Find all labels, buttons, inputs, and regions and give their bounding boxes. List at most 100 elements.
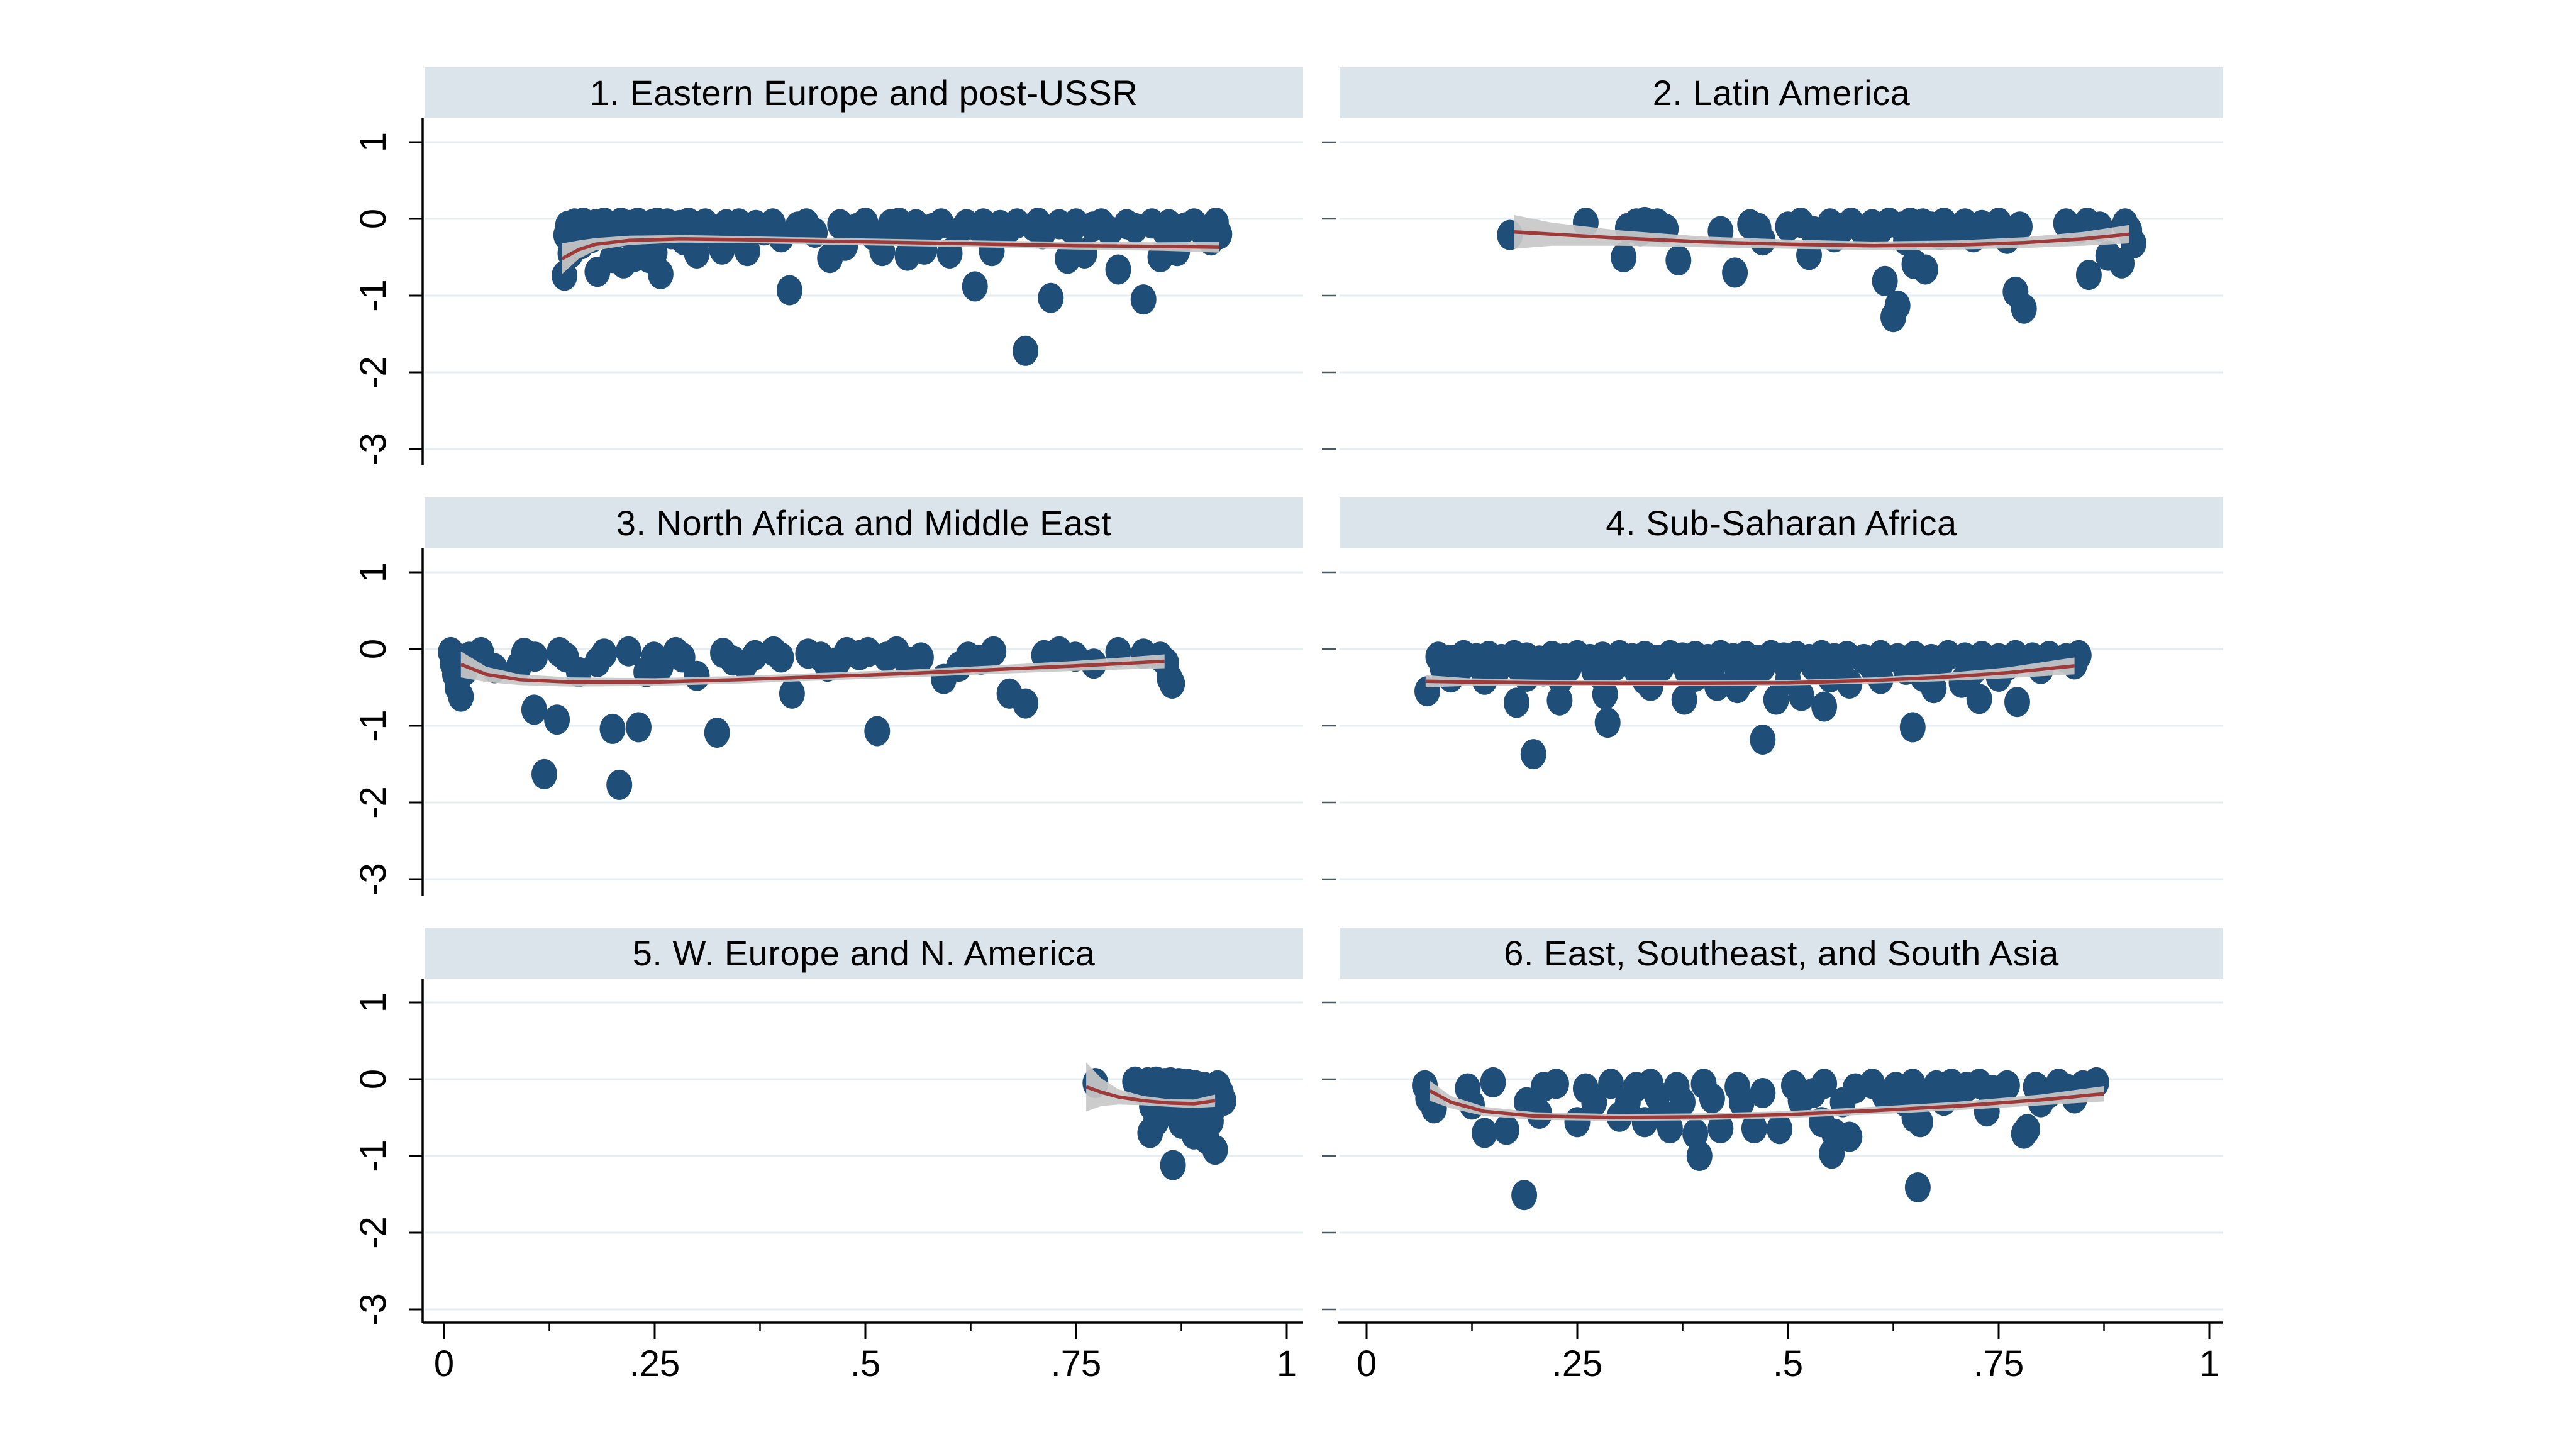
panel-title: 4. Sub-Saharan Africa xyxy=(1606,503,1957,543)
fit-line xyxy=(1429,1089,2104,1119)
data-point xyxy=(591,638,618,669)
panel-header: 5. W. Europe and N. America xyxy=(425,928,1303,979)
data-point xyxy=(1741,1113,1767,1144)
scatter-points xyxy=(1497,206,2146,333)
scatter-points xyxy=(552,208,1233,366)
scatter-plot-w-europe-n-america: 1 0 -1 -2 -3 0 .25 .5 .75 1 xyxy=(353,979,1303,1384)
data-point xyxy=(1160,1150,1186,1180)
panel-title: 3. North Africa and Middle East xyxy=(616,503,1112,543)
fit-line xyxy=(1085,1085,1216,1106)
data-point xyxy=(1137,1118,1163,1148)
x-tick-label: 1 xyxy=(1277,1343,1297,1384)
data-point xyxy=(1817,662,1843,693)
data-point xyxy=(768,642,794,673)
data-point xyxy=(1686,1141,1713,1171)
y-tick-label: 1 xyxy=(353,562,394,582)
panel-header: 2. Latin America xyxy=(1340,67,2223,118)
data-point xyxy=(1480,1067,1506,1097)
data-point xyxy=(522,641,548,672)
y-tick-label: -2 xyxy=(353,786,394,819)
confidence-band xyxy=(1430,1080,2104,1121)
data-point xyxy=(1750,724,1776,755)
panel-header: 4. Sub-Saharan Africa xyxy=(1340,497,2223,548)
y-tick-label: -3 xyxy=(353,1293,394,1326)
data-point xyxy=(2004,687,2030,718)
data-point xyxy=(1581,1087,1607,1118)
data-point xyxy=(2007,211,2033,242)
data-point xyxy=(1899,712,1926,743)
data-point xyxy=(1159,668,1185,699)
data-point xyxy=(1722,257,1748,288)
data-point xyxy=(1872,265,1898,296)
data-point xyxy=(647,258,674,289)
data-point xyxy=(1594,708,1621,738)
scatter-points xyxy=(1412,1067,2109,1211)
data-point xyxy=(1904,1172,1931,1202)
y-tick-label: 0 xyxy=(353,209,394,229)
data-point xyxy=(1699,1083,1725,1114)
y-tick-label: -1 xyxy=(353,1140,394,1172)
data-point xyxy=(2075,260,2102,291)
data-point xyxy=(1724,673,1751,704)
fit-line xyxy=(1425,664,2075,686)
fit-line xyxy=(1514,230,2129,248)
panel-header: 3. North Africa and Middle East xyxy=(425,497,1303,548)
data-point xyxy=(1707,1113,1734,1144)
scatter-plot-north-africa-middle-east: 1 0 -1 -2 -3 xyxy=(353,548,1303,896)
y-tick-label: -2 xyxy=(353,1216,394,1249)
data-point xyxy=(1704,670,1730,701)
data-point xyxy=(1665,245,1692,275)
x-tick-label: .5 xyxy=(1773,1343,1803,1384)
data-point xyxy=(776,275,802,306)
data-point xyxy=(1472,1118,1498,1148)
x-tick-label: .25 xyxy=(630,1343,680,1384)
panel-title: 5. W. Europe and N. America xyxy=(632,933,1096,973)
data-point xyxy=(779,678,805,709)
data-point xyxy=(1511,1180,1538,1211)
data-point xyxy=(1811,691,1838,722)
panel-title: 6. East, Southeast, and South Asia xyxy=(1504,933,2059,973)
data-point xyxy=(1728,1087,1755,1118)
panel-north-africa-middle-east: 3. North Africa and Middle East 1 0 -1 -2 -3 xyxy=(353,497,1303,896)
data-point xyxy=(1504,687,1530,718)
data-point xyxy=(1105,254,1131,285)
data-point xyxy=(1767,1114,1793,1145)
data-point xyxy=(1907,1107,1933,1138)
panel-eastern-europe: 1. Eastern Europe and post-USSR 1 0 -1 -2 -3 xyxy=(353,67,1303,465)
panel-latin-america: 2. Latin America xyxy=(1322,67,2223,465)
x-tick-label: 0 xyxy=(434,1343,454,1384)
x-tick-label: .75 xyxy=(1051,1343,1102,1384)
fit-line xyxy=(561,236,1219,260)
fit-line xyxy=(460,659,1165,684)
data-point xyxy=(684,238,710,269)
y-tick-label: -3 xyxy=(353,863,394,896)
data-point xyxy=(1514,661,1540,692)
y-tick-label: 0 xyxy=(353,639,394,659)
data-point xyxy=(544,704,570,735)
data-point xyxy=(1592,679,1618,709)
data-point xyxy=(448,681,474,712)
scatter-plot-eastern-europe: 1 0 -1 -2 -3 xyxy=(353,118,1303,465)
data-point xyxy=(980,636,1007,667)
data-point xyxy=(1670,1087,1696,1118)
data-point xyxy=(962,271,988,302)
data-point xyxy=(1543,1069,1569,1099)
x-tick-label: .75 xyxy=(1974,1343,2024,1384)
y-tick-label: -2 xyxy=(353,356,394,389)
x-tick-label: 0 xyxy=(1357,1343,1377,1384)
data-point xyxy=(606,769,633,800)
data-point xyxy=(1657,1113,1683,1144)
y-tick-label: -3 xyxy=(353,433,394,465)
data-point xyxy=(599,713,626,744)
data-point xyxy=(1130,284,1157,315)
scatter-points xyxy=(438,636,1185,800)
x-tick-label: 1 xyxy=(2199,1343,2219,1384)
data-point xyxy=(734,236,760,267)
data-point xyxy=(1836,1121,1863,1152)
data-point xyxy=(864,716,891,747)
data-point xyxy=(1611,242,1637,272)
confidence-band xyxy=(1086,1062,1216,1112)
panel-title: 1. Eastern Europe and post-USSR xyxy=(589,73,1138,113)
data-point xyxy=(1788,680,1814,711)
